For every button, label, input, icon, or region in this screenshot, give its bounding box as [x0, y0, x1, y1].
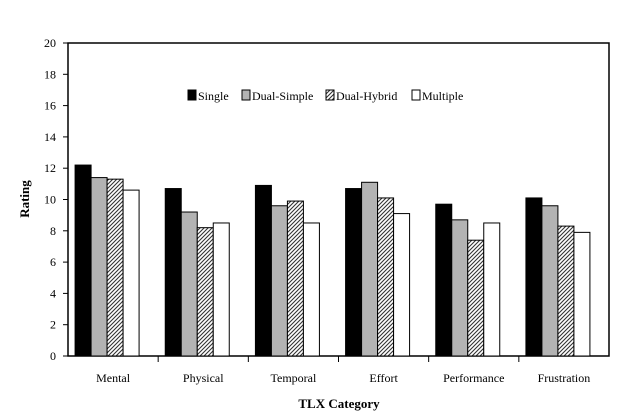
y-axis-ticks: 0 2 4 6 8 10 12 14 16 18 20: [44, 36, 68, 363]
y-tick-label: 4: [50, 286, 56, 300]
bar-dual-simple-performance: [451, 219, 469, 357]
x-axis-categories: Mental Physical Temporal Effort Performance F…: [96, 356, 590, 385]
bar-single-temporal: [254, 184, 272, 357]
bar-multiple-performance: [483, 222, 501, 357]
chart-bars: [74, 164, 591, 357]
bar-dual-simple-physical: [180, 211, 198, 357]
y-tick-label: 12: [44, 161, 56, 175]
bar-dual-hybrid-mental: [106, 178, 124, 357]
x-category-label: Effort: [369, 371, 398, 385]
y-tick-label: 8: [50, 224, 56, 238]
bar-single-physical: [164, 188, 182, 357]
chart-legend: Single Dual-Simple Dual-Hybrid Multiple: [187, 89, 463, 103]
bar-dual-hybrid-effort: [377, 197, 395, 357]
y-tick-label: 18: [44, 67, 56, 81]
bar-single-performance: [435, 203, 453, 357]
bar-dual-simple-temporal: [270, 205, 288, 357]
y-tick-label: 16: [44, 99, 56, 113]
bar-dual-hybrid-frustration: [557, 225, 575, 357]
y-tick-label: 0: [50, 349, 56, 363]
legend-swatch: [411, 89, 421, 101]
legend-swatch: [241, 89, 251, 101]
bar-dual-simple-effort: [361, 181, 379, 357]
x-axis-title: TLX Category: [298, 396, 380, 411]
bar-single-mental: [74, 164, 92, 357]
legend-swatch: [325, 89, 335, 101]
y-tick-label: 14: [44, 130, 56, 144]
x-category-label: Frustration: [538, 371, 591, 385]
legend-swatch: [187, 89, 197, 101]
legend-label: Multiple: [422, 89, 463, 103]
bar-multiple-effort: [393, 213, 411, 357]
y-tick-label: 6: [50, 255, 56, 269]
x-category-label: Mental: [96, 371, 131, 385]
x-category-label: Physical: [183, 371, 224, 385]
bar-dual-hybrid-performance: [467, 239, 485, 357]
y-tick-label: 10: [44, 193, 56, 207]
x-category-label: Temporal: [271, 371, 317, 385]
bar-multiple-frustration: [573, 231, 591, 357]
bar-single-effort: [345, 188, 363, 357]
bar-dual-simple-mental: [90, 177, 108, 357]
legend-label: Dual-Hybrid: [336, 89, 397, 103]
x-category-label: Performance: [443, 371, 504, 385]
bar-multiple-physical: [212, 222, 230, 357]
bar-multiple-temporal: [302, 222, 320, 357]
y-axis-title: Rating: [17, 180, 32, 218]
bar-multiple-mental: [122, 189, 140, 357]
bar-single-frustration: [525, 197, 543, 357]
y-tick-label: 20: [44, 36, 56, 50]
legend-label: Single: [198, 89, 229, 103]
bar-dual-hybrid-physical: [196, 227, 214, 357]
y-tick-label: 2: [50, 318, 56, 332]
legend-label: Dual-Simple: [252, 89, 313, 103]
bar-dual-simple-frustration: [541, 205, 559, 357]
bar-dual-hybrid-temporal: [286, 200, 304, 357]
